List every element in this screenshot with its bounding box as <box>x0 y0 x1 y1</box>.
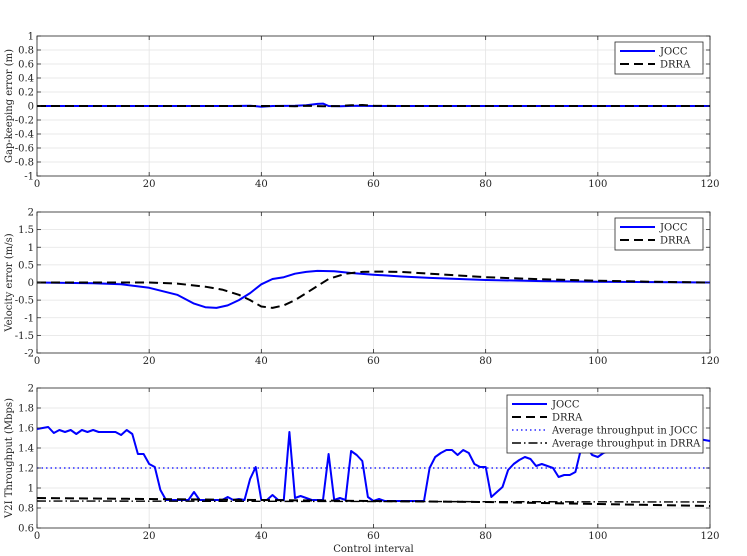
y-tick-label: 0.8 <box>18 46 34 57</box>
y-tick-label: 1 <box>28 484 34 495</box>
x-tick-label: 40 <box>255 531 268 542</box>
x-tick-label: 60 <box>367 179 380 190</box>
x-tick-label: 100 <box>588 356 607 367</box>
legend-label: JOCC <box>551 400 580 411</box>
y-tick-label: 1.6 <box>18 424 34 435</box>
y-tick-label: 0.4 <box>18 74 34 85</box>
y-tick-label: 0.6 <box>18 524 34 535</box>
y-tick-label: 2 <box>28 384 34 395</box>
gap-ticks: 0 20 40 60 80 100 120 -1 -0.8 -0.6 -0.4 -0.2 0 0.2 0.4… <box>15 32 720 191</box>
velocity-legend: JOCC DRRA <box>614 217 704 251</box>
series-line-drra <box>37 104 710 108</box>
y-tick-label: 0.8 <box>18 504 34 515</box>
y-tick-label: 0.2 <box>18 88 34 99</box>
x-tick-label: 80 <box>479 531 492 542</box>
x-tick-label: 80 <box>479 179 492 190</box>
gap-series <box>37 102 710 108</box>
x-tick-label: 0 <box>34 356 40 367</box>
y-tick-label: 1.2 <box>18 464 34 475</box>
y-tick-label: 1.8 <box>18 404 34 415</box>
y-tick-label: -0.4 <box>15 130 34 141</box>
throughput-ylabel: V2I Throughput (Mbps) <box>4 398 15 519</box>
y-tick-label: 2 <box>28 208 34 219</box>
x-tick-label: 100 <box>588 531 607 542</box>
velocity-error-panel: 0 20 40 60 80 100 120 -2 -1.5 -1 -0.5 0 0.5 1 1.5 2 Vel… <box>4 208 720 368</box>
y-tick-label: -0.2 <box>15 116 34 127</box>
gap-ylabel: Gap-keeping error (m) <box>4 49 15 163</box>
series-line-average-throughput-in-drra <box>36 500 711 503</box>
y-tick-label: -2 <box>24 349 34 360</box>
x-tick-label: 60 <box>367 356 380 367</box>
x-tick-label: 20 <box>143 531 156 542</box>
legend-box <box>614 217 704 251</box>
velocity-series <box>36 269 711 309</box>
legend-box <box>614 41 704 75</box>
x-tick-label: 120 <box>700 356 719 367</box>
legend-label: DRRA <box>552 413 583 424</box>
y-tick-label: 1.4 <box>18 444 34 455</box>
x-tick-label: 40 <box>255 179 268 190</box>
x-tick-label: 40 <box>255 356 268 367</box>
velocity-ticks: 0 20 40 60 80 100 120 -2 -1.5 -1 -0.5 0 0.5 1 1.5 2 <box>15 208 720 368</box>
throughput-ticks: 0 20 40 60 80 100 120 0.6 0.8 1 1.2 1.4 1.6 1.8 2 <box>18 384 719 543</box>
y-tick-label: -0.6 <box>15 144 34 155</box>
gap-keeping-error-panel: 0 20 40 60 80 100 120 -1 -0.8 -0.6 -0.4 -0.2 0 0.2 0.4… <box>4 32 720 191</box>
x-tick-label: 120 <box>700 531 719 542</box>
y-tick-label: 0 <box>28 278 34 289</box>
gap-legend: JOCC DRRA <box>614 41 704 75</box>
y-tick-label: 0.5 <box>18 260 34 271</box>
x-tick-label: 0 <box>34 531 40 542</box>
y-tick-label: 1.5 <box>18 225 34 236</box>
x-tick-label: 20 <box>143 356 156 367</box>
x-tick-label: 20 <box>143 179 156 190</box>
x-tick-label: 80 <box>479 356 492 367</box>
throughput-legend: JOCC DRRA Average throughput in JOCC Averag… <box>506 394 704 454</box>
y-tick-label: 0 <box>28 102 34 113</box>
legend-label: Average throughput in DRRA <box>551 439 701 450</box>
legend-label: DRRA <box>660 236 691 247</box>
y-tick-label: -1.5 <box>15 331 34 342</box>
throughput-panel: 0 20 40 60 80 100 120 0.6 0.8 1 1.2 1.4 1.6 1.8 2 V2I … <box>4 384 720 556</box>
y-tick-label: 1 <box>28 32 34 43</box>
y-tick-label: -0.5 <box>15 296 34 307</box>
x-tick-label: 60 <box>367 531 380 542</box>
legend-label: DRRA <box>660 60 691 71</box>
series-line-drra <box>37 270 711 309</box>
velocity-ylabel: Velocity error (m/s) <box>4 233 15 332</box>
x-tick-label: 100 <box>588 179 607 190</box>
y-tick-label: 1 <box>28 243 34 254</box>
legend-label: JOCC <box>659 223 688 234</box>
y-tick-label: 0.6 <box>18 60 34 71</box>
x-tick-label: 0 <box>34 179 40 190</box>
y-tick-label: -1 <box>24 313 34 324</box>
y-tick-label: -0.8 <box>15 158 34 169</box>
y-tick-label: -1 <box>24 172 34 183</box>
series-line-jocc <box>36 269 711 309</box>
x-tick-label: 120 <box>700 179 719 190</box>
legend-label: Average throughput in JOCC <box>551 426 698 437</box>
throughput-xlabel: Control interval <box>333 544 413 555</box>
legend-label: JOCC <box>659 47 688 58</box>
